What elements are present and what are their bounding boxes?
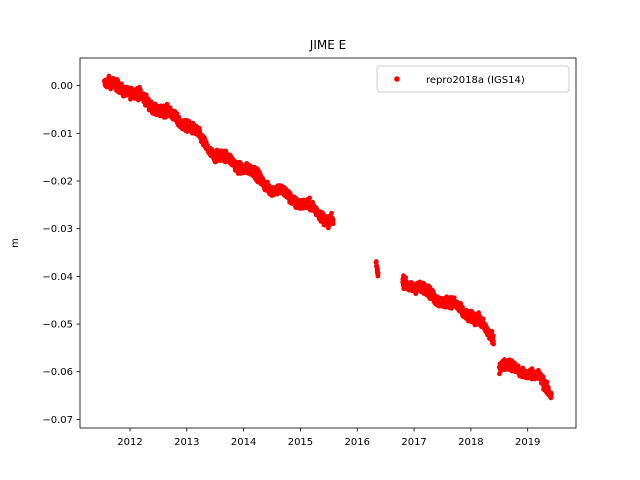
y-tick-label: −0.05 bbox=[42, 320, 73, 331]
data-point bbox=[490, 333, 496, 339]
legend: repro2018a (IGS14) bbox=[376, 65, 570, 93]
data-point bbox=[515, 363, 521, 369]
y-axis: 0.00 −0.01 −0.02 −0.03 −0.04 −0.05 −0.06 −0.07 bbox=[42, 81, 80, 426]
y-tick-label: −0.03 bbox=[42, 224, 73, 235]
x-tick-label: 2018 bbox=[458, 437, 483, 448]
plot-frame bbox=[79, 57, 577, 429]
data-point bbox=[403, 275, 409, 280]
data-point bbox=[307, 195, 312, 201]
data-point bbox=[164, 101, 170, 107]
x-tick-label: 2015 bbox=[288, 437, 313, 448]
data-point bbox=[451, 295, 457, 301]
legend-label: repro2018a (IGS14) bbox=[426, 75, 525, 86]
data-point bbox=[375, 270, 381, 276]
y-tick-label: −0.04 bbox=[42, 272, 73, 283]
y-tick-label: −0.01 bbox=[42, 129, 73, 140]
data-point bbox=[108, 86, 114, 92]
data-point bbox=[329, 210, 334, 216]
legend-box bbox=[376, 65, 570, 93]
legend-marker bbox=[394, 76, 400, 82]
data-point bbox=[540, 374, 546, 380]
y-tick-label: −0.07 bbox=[42, 415, 73, 426]
data-point bbox=[489, 328, 495, 334]
y-tick-label: −0.06 bbox=[42, 367, 73, 378]
chart-title: JIME E bbox=[309, 38, 346, 52]
data-point bbox=[544, 379, 550, 385]
y-tick-label: 0.00 bbox=[51, 81, 73, 92]
y-axis-label: m bbox=[10, 238, 21, 248]
data-point bbox=[330, 221, 336, 227]
data-point bbox=[373, 259, 379, 264]
data-point bbox=[549, 391, 554, 397]
x-tick-label: 2012 bbox=[117, 437, 142, 448]
data-points bbox=[102, 73, 554, 401]
y-tick-label: −0.02 bbox=[42, 177, 73, 188]
x-tick-label: 2013 bbox=[174, 437, 199, 448]
x-tick-label: 2017 bbox=[401, 437, 426, 448]
x-tick-label: 2014 bbox=[231, 437, 256, 448]
data-point bbox=[491, 341, 497, 347]
data-point bbox=[480, 316, 486, 322]
x-tick-label: 2016 bbox=[345, 437, 370, 448]
x-axis: 2012 2013 2014 2015 2016 2017 2018 2019 bbox=[117, 428, 540, 448]
data-point bbox=[176, 114, 182, 120]
data-point bbox=[265, 179, 270, 185]
x-tick-label: 2019 bbox=[515, 437, 540, 448]
